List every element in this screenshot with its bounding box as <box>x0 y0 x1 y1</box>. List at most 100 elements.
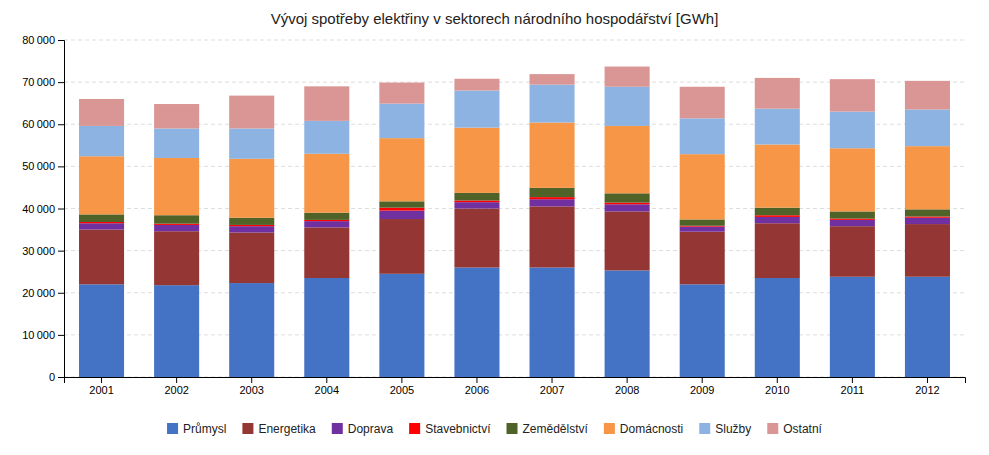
legend-swatch <box>699 423 710 434</box>
bar <box>379 104 424 139</box>
tick: 2010 <box>765 377 789 396</box>
bar <box>605 270 650 377</box>
bar <box>755 109 800 145</box>
legend-item: Energetika <box>242 422 316 436</box>
tick-label: 2005 <box>390 384 414 396</box>
tick-label: 50 000 <box>22 160 55 172</box>
axis-line <box>58 41 65 378</box>
bar <box>154 128 199 157</box>
bar <box>229 226 274 232</box>
tick-mark <box>476 377 477 383</box>
legend: Průmysl Energetika Doprava Stavebnictví Země… <box>167 422 823 436</box>
bar <box>755 215 800 217</box>
bar <box>229 283 274 377</box>
legend-item: Stavebnictví <box>409 422 491 436</box>
legend-label: Ostatní <box>783 422 822 436</box>
legend-label: Doprava <box>348 422 394 436</box>
tick: 2007 <box>540 377 564 396</box>
series <box>79 67 950 129</box>
bar <box>79 223 124 229</box>
axis-line <box>65 378 966 384</box>
legend-label: Průmysl <box>183 422 226 436</box>
bar <box>454 91 499 128</box>
tick-mark <box>58 293 64 294</box>
tick-label: 2006 <box>465 384 489 396</box>
bar <box>605 87 650 126</box>
tick: 2003 <box>239 377 263 396</box>
bar <box>379 274 424 377</box>
tick-mark <box>627 377 628 383</box>
bar <box>605 67 650 87</box>
bar <box>454 200 499 202</box>
bar <box>229 225 274 226</box>
tick: 2009 <box>690 377 714 396</box>
bar <box>304 221 349 227</box>
tick: 2006 <box>465 377 489 396</box>
bar <box>905 209 950 216</box>
bar <box>154 225 199 231</box>
bar <box>304 278 349 377</box>
series <box>79 199 950 232</box>
bar <box>454 128 499 193</box>
legend-label: Zemědělství <box>523 422 589 436</box>
bar <box>530 199 575 206</box>
tick-mark <box>251 377 252 383</box>
tick-label: 0 <box>49 371 55 383</box>
tick-label: 30 000 <box>22 245 55 257</box>
legend-item: Ostatní <box>767 422 822 436</box>
legend-swatch <box>242 423 253 434</box>
bar <box>229 233 274 284</box>
bar <box>755 208 800 216</box>
bar <box>79 214 124 222</box>
tick-mark <box>58 82 64 83</box>
bar <box>905 218 950 224</box>
bar <box>154 224 199 225</box>
tick-label: 2004 <box>315 384 339 396</box>
bar <box>605 193 650 202</box>
tick-mark <box>58 335 64 336</box>
bar <box>379 219 424 274</box>
bar <box>79 99 124 126</box>
series <box>79 85 950 159</box>
bar <box>605 203 650 205</box>
tick-label: 2003 <box>239 384 263 396</box>
x-axis: 2001200220032004200520062007200820092010… <box>65 377 966 396</box>
bar <box>755 144 800 207</box>
bar <box>454 267 499 377</box>
bar <box>229 218 274 225</box>
tick-label: 40 000 <box>22 203 55 215</box>
tick-label: 2008 <box>615 384 639 396</box>
bar <box>605 126 650 193</box>
bar <box>905 277 950 377</box>
bar <box>530 197 575 199</box>
tick-label: 60 000 <box>22 118 55 130</box>
bar <box>379 138 424 201</box>
grid <box>64 40 965 377</box>
tick: 2002 <box>164 377 188 396</box>
tick-mark <box>58 377 64 378</box>
bar <box>755 223 800 278</box>
bars <box>79 67 950 377</box>
legend-item: Služby <box>699 422 751 436</box>
bar <box>154 231 199 285</box>
bar <box>79 230 124 285</box>
bar <box>680 87 725 119</box>
series <box>79 123 950 220</box>
bar <box>830 219 875 220</box>
legend-item: Zemědělství <box>507 422 589 436</box>
bar <box>680 227 725 232</box>
tick-mark <box>852 377 853 383</box>
bar <box>304 121 349 154</box>
tick: 2012 <box>915 377 939 396</box>
bar <box>454 209 499 268</box>
tick-label: 70 000 <box>22 76 55 88</box>
bar <box>154 158 199 215</box>
bar <box>830 277 875 377</box>
tick-mark <box>326 377 327 383</box>
tick-label: 20 000 <box>22 287 55 299</box>
bar <box>530 267 575 377</box>
tick: 30 000 <box>22 245 64 257</box>
grid-line <box>64 40 965 41</box>
legend-label: Energetika <box>258 422 316 436</box>
tick: 60 000 <box>22 118 64 130</box>
